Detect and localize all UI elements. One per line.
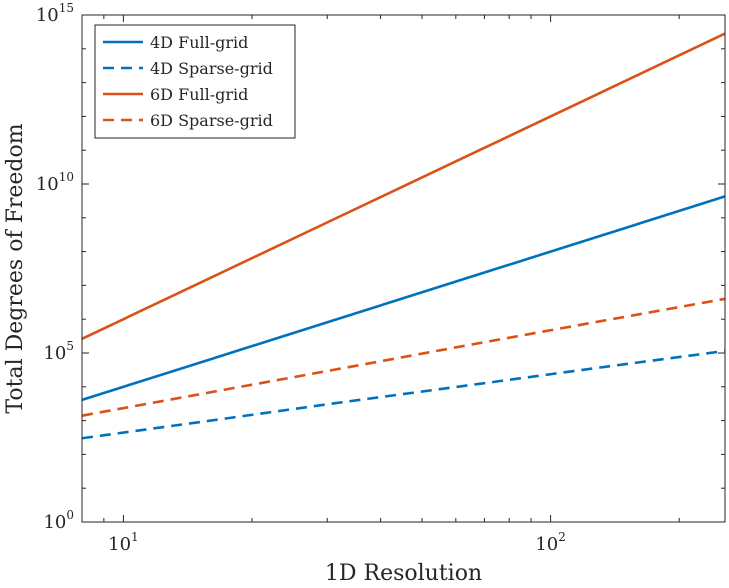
series-line-4d-sparse-grid xyxy=(81,349,726,440)
y-tick-label: 100 xyxy=(43,508,74,533)
y-axis-title: Total Degrees of Freedom xyxy=(3,123,28,413)
axes-box xyxy=(81,14,726,523)
legend-label: 6D Sparse-grid xyxy=(150,111,273,130)
x-axis-title: 1D Resolution xyxy=(325,561,482,583)
legend-label: 6D Full-grid xyxy=(150,85,248,104)
legend-label: 4D Full-grid xyxy=(150,33,248,52)
legend: 4D Full-grid 4D Sparse-grid 6D Full-grid 6D… xyxy=(94,24,296,139)
y-tick-label: 1010 xyxy=(36,170,74,195)
x-tick-label: 102 xyxy=(535,530,566,555)
series-line-6d-sparse-grid xyxy=(81,297,726,417)
x-tick-label: 101 xyxy=(108,530,139,555)
marks-layer xyxy=(81,32,726,440)
ticks-layer: 101 102 100 105 1010 1015 xyxy=(36,1,725,555)
y-tick-label: 105 xyxy=(43,339,74,364)
series-line-6d-full-grid xyxy=(81,32,726,341)
series-line-4d-full-grid xyxy=(81,195,726,402)
y-tick-label: 1015 xyxy=(36,1,74,26)
legend-label: 4D Sparse-grid xyxy=(150,59,273,78)
